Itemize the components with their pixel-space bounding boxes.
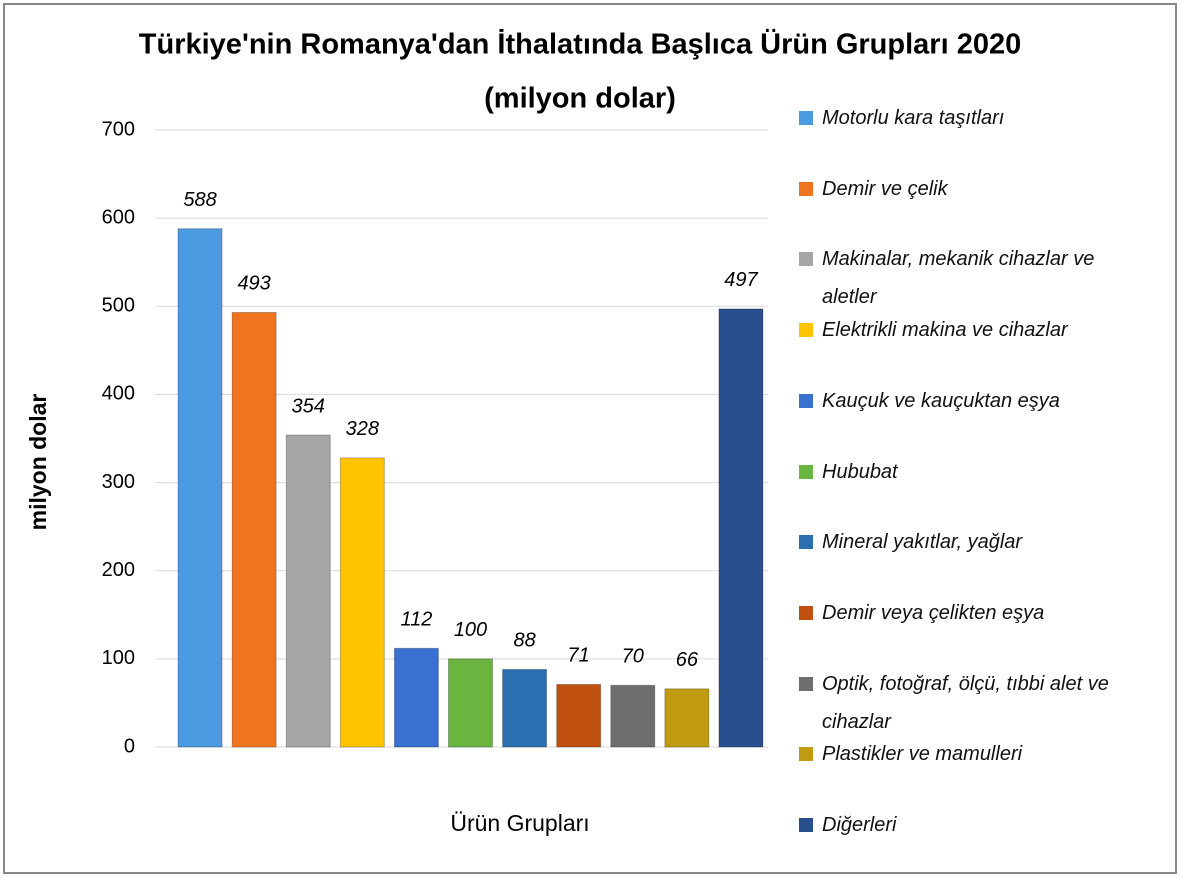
bar [610,684,656,748]
legend-item: Makinalar, mekanik cihazlar ve aletler [799,240,1150,316]
data-label: 71 [568,645,590,667]
y-tick-label: 0 [124,735,135,757]
y-tick-label: 600 [102,206,135,228]
legend-label: Demir veya çelikten eşya [822,601,1045,624]
bar [448,658,493,748]
data-label: 493 [237,273,270,295]
bar [502,668,548,748]
data-label: 497 [724,269,758,291]
legend-swatch [799,605,813,620]
data-label: 354 [292,395,325,417]
legend-item: Mineral yakıtlar, yağlar [799,523,1150,561]
legend-label: Hububat [822,460,898,483]
bar [664,688,710,748]
chart-title: Türkiye'nin Romanya'dan İthalatında Başl… [139,28,1021,61]
legend-item: Demir veya çelikten eşya [799,594,1150,632]
bar [285,434,331,748]
bar [339,457,385,748]
legend-item: Demir ve çelik [799,170,1150,208]
y-axis-label: milyon dolar [25,394,51,531]
legend-label: Optik, fotoğraf, ölçü, tıbbi alet ve cih… [822,672,1109,733]
legend-label: Plastikler ve mamulleri [822,743,1023,766]
legend-swatch [799,252,813,267]
data-label: 88 [513,630,535,652]
legend-label: Demir ve çelik [822,177,948,200]
legend-label: Mineral yakıtlar, yağlar [822,531,1023,554]
data-label: 70 [622,646,644,668]
legend-item: Kauçuk ve kauçuktan eşya [799,382,1150,420]
bar [177,228,223,748]
legend-label: Kauçuk ve kauçuktan eşya [822,389,1060,412]
legend-label: Elektrikli makina ve cihazlar [822,319,1068,342]
legend-item: Hububat [799,453,1150,491]
legend-label: Diğerleri [822,814,897,836]
legend-label: Makinalar, mekanik cihazlar ve aletler [822,248,1095,309]
legend-item: Plastikler ve mamulleri [799,735,1150,773]
data-label: 66 [676,649,699,671]
data-label: 588 [183,189,216,211]
legend-swatch [799,181,813,196]
data-label: 112 [400,609,432,631]
bar [393,647,439,748]
legend-swatch [799,323,813,338]
bar [718,308,764,748]
bar [556,683,602,748]
legend-swatch [799,535,813,550]
legend-item: Diğerleri [799,806,1150,844]
frame [3,3,1177,874]
legend-label: Motorlu kara taşıtları [822,107,1005,129]
legend-swatch [799,111,813,125]
y-tick-label: 100 [102,647,135,669]
legend-swatch [799,676,813,691]
legend-item: Elektrikli makina ve cihazlar [799,311,1150,349]
legend-item: Optik, fotoğraf, ölçü, tıbbi alet ve cih… [799,665,1150,741]
data-label: 328 [346,418,379,440]
y-tick-label: 700 [102,118,135,140]
y-tick-label: 200 [102,559,135,581]
y-tick-label: 500 [102,295,135,317]
y-tick-label: 300 [102,471,135,493]
legend-item: Motorlu kara taşıtları [799,99,1150,137]
legend-swatch [799,393,813,408]
x-axis-label: Ürün Grupları [450,810,589,836]
legend-swatch [799,747,813,762]
bar [231,311,277,748]
legend-swatch [799,464,813,479]
y-tick-label: 400 [102,383,135,405]
legend-swatch [799,818,813,832]
chart-subtitle: (milyon dolar) [484,83,676,115]
data-label: 100 [454,619,487,641]
